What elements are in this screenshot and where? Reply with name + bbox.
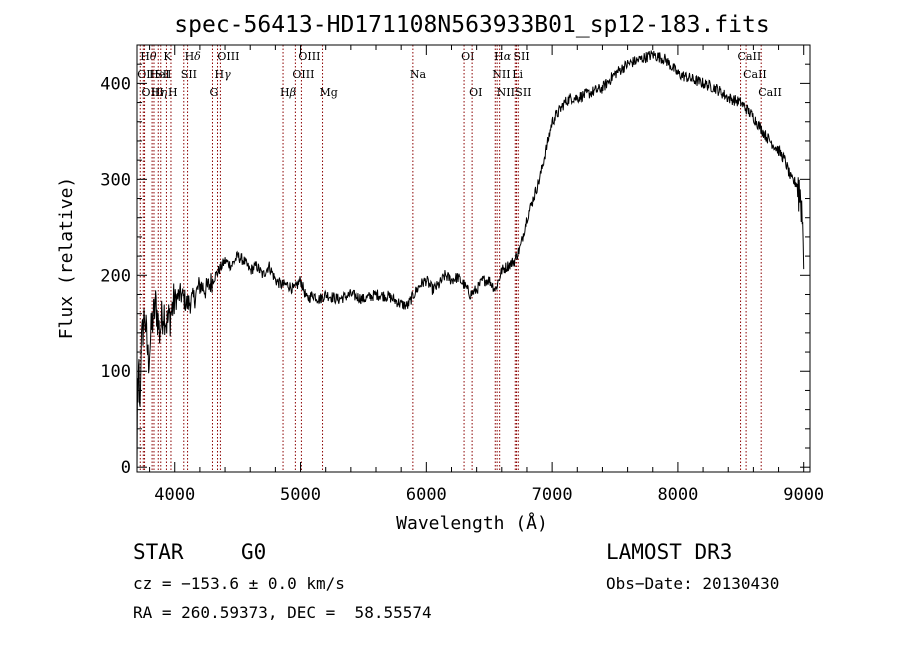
spectral-line-label: OIII xyxy=(217,50,239,63)
y-tick-label: 400 xyxy=(100,74,131,94)
y-tick-label: 100 xyxy=(100,362,131,382)
plot-area: OIIHθOIIIHeIHηSIIKHSIIHδGHγOIIIHβOIIIOII… xyxy=(100,44,824,505)
object-subclass: G0 xyxy=(241,540,267,564)
spectral-line-label: OII xyxy=(137,68,155,81)
x-tick-label: 4000 xyxy=(154,485,195,505)
spectral-line-label: CaII xyxy=(738,50,762,63)
spectral-line-label: Hη xyxy=(151,86,168,99)
spectral-line-label: OI xyxy=(469,86,482,99)
spectral-line-label: CaII xyxy=(743,68,767,81)
ra-dec-coordinates: RA = 260.59373, DEC = 58.55574 xyxy=(133,603,432,622)
flux-line xyxy=(136,50,805,471)
x-tick-label: 9000 xyxy=(783,485,824,505)
y-tick-label: 0 xyxy=(121,458,131,478)
spectral-line-label: SII xyxy=(155,68,171,81)
x-tick-label: 7000 xyxy=(532,485,573,505)
x-axis-label: Wavelength (Å) xyxy=(396,512,548,534)
spectral-line-label: Na xyxy=(410,68,427,81)
y-tick-label: 200 xyxy=(100,266,131,286)
spectral-line-label: OIII xyxy=(292,68,314,81)
x-tick-label: 6000 xyxy=(406,485,447,505)
spectral-line-label: SII xyxy=(515,86,531,99)
y-tick-label: 300 xyxy=(100,170,131,190)
survey-name: LAMOST DR3 xyxy=(606,540,733,564)
spectral-line-label: CaII xyxy=(758,86,782,99)
y-axis-label: Flux (relative) xyxy=(56,177,77,340)
spectral-line-label: SII xyxy=(181,68,197,81)
observation-date: Obs−Date: 20130430 xyxy=(606,574,780,593)
x-tick-label: 5000 xyxy=(280,485,321,505)
spectral-line-label: Hβ xyxy=(280,86,296,99)
spectral-line-label: Hγ xyxy=(215,68,232,81)
spectral-line-label: H xyxy=(168,86,178,99)
spectral-line-label: SII xyxy=(514,50,530,63)
spectral-line-label: Hδ xyxy=(185,50,202,63)
spectral-line-label: OIII xyxy=(298,50,320,63)
spectral-line-label: OI xyxy=(461,50,474,63)
plot-frame xyxy=(136,44,811,473)
object-class: STAR xyxy=(133,540,184,564)
spectral-line-label: OIII xyxy=(142,86,164,99)
spectral-line-label: G xyxy=(209,86,218,99)
spectral-line-label: NII xyxy=(492,68,510,81)
spectral-line-label: Mg xyxy=(320,86,338,99)
redshift-cz: cz = −153.6 ± 0.0 km/s xyxy=(133,574,345,593)
chart-title: spec-56413-HD171108N563933B01_sp12-183.f… xyxy=(174,12,769,38)
x-tick-label: 8000 xyxy=(657,485,698,505)
spectral-line-label: K xyxy=(163,50,172,63)
spectral-line-label: Hα xyxy=(494,50,512,63)
spectral-line-label: NII xyxy=(497,86,515,99)
